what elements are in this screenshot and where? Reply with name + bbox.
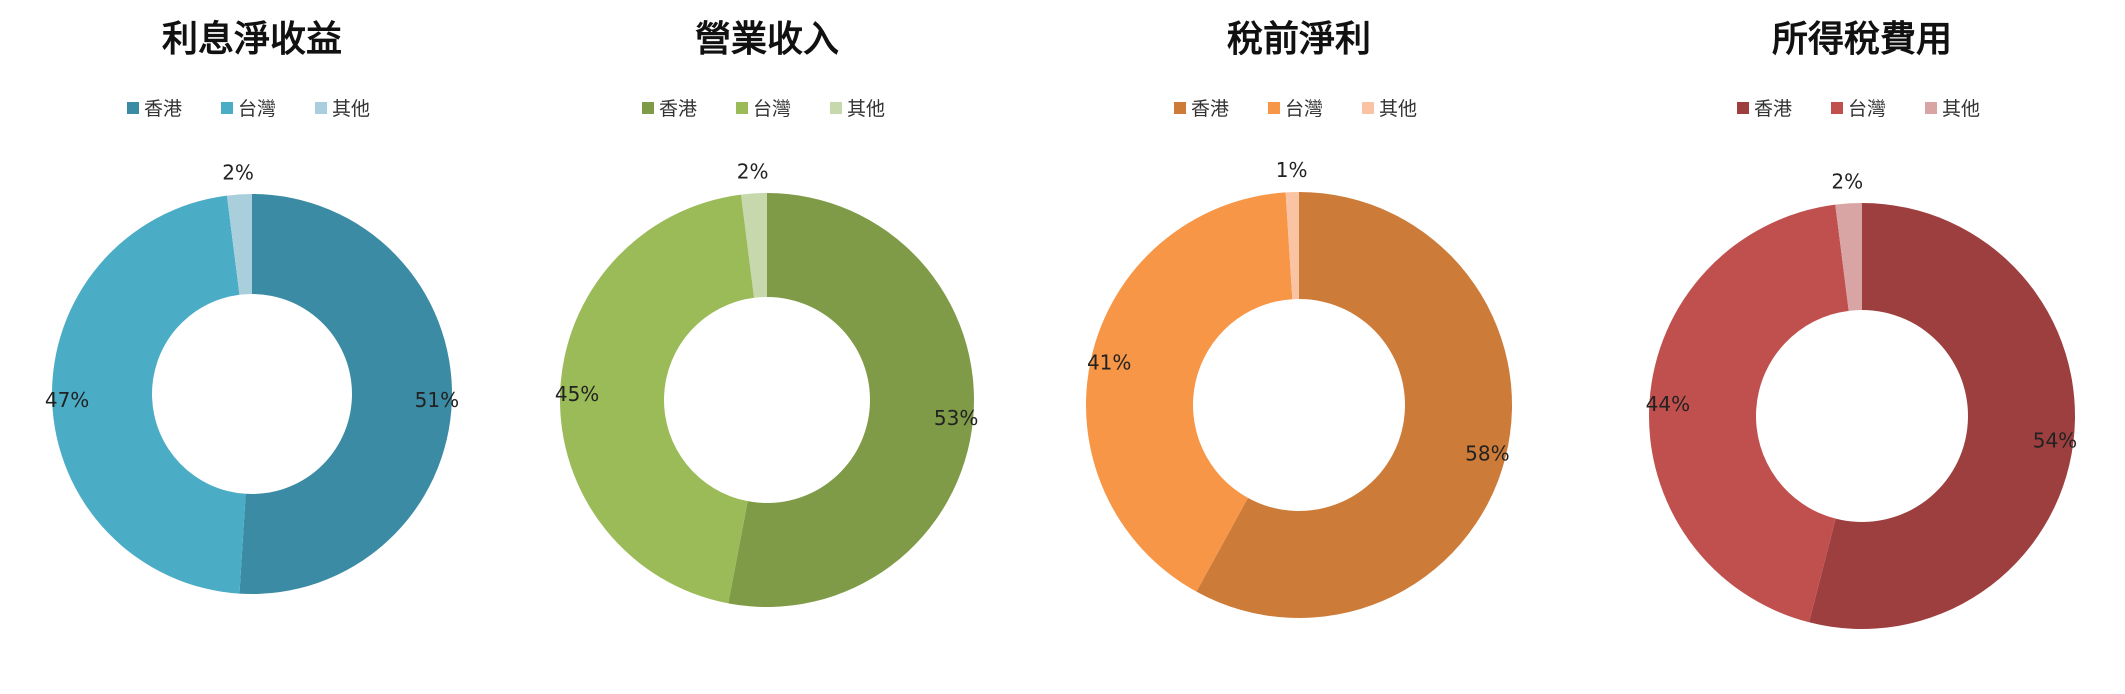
chart-title: 利息淨收益 (162, 19, 342, 60)
legend-label: 其他 (332, 98, 370, 120)
slice-taiwan (52, 195, 246, 594)
data-label-hongkong: 58% (1465, 441, 1509, 465)
legend-item-other: 其他 (1362, 98, 1417, 120)
legend-label: 台灣 (238, 98, 276, 120)
legend-swatch (1831, 102, 1843, 114)
legend-label: 其他 (1379, 98, 1417, 120)
data-label-taiwan: 41% (1087, 351, 1131, 375)
slice-hongkong (1196, 192, 1512, 618)
slice-other (226, 194, 252, 295)
legend-swatch (642, 102, 654, 114)
legend-label: 香港 (659, 98, 697, 120)
legend-label: 其他 (1942, 98, 1980, 120)
slice-other (741, 193, 767, 298)
legend-swatch (1362, 102, 1374, 114)
legend-label: 香港 (1191, 98, 1229, 120)
data-label-other: 2% (737, 159, 769, 183)
legend-item-hongkong: 香港 (642, 98, 697, 120)
legend-label: 台灣 (1848, 98, 1886, 120)
legend-swatch (1737, 102, 1749, 114)
legend-label: 香港 (1754, 98, 1792, 120)
legend-item-other: 其他 (315, 98, 370, 120)
slice-taiwan (560, 194, 755, 604)
legend-swatch (736, 102, 748, 114)
legend-item-taiwan: 台灣 (736, 98, 791, 120)
legend-item-taiwan: 台灣 (1831, 98, 1886, 120)
legend-swatch (830, 102, 842, 114)
legend: 香港 台灣 其他 (127, 98, 370, 120)
slice-hongkong (1809, 203, 2075, 629)
data-label-hongkong: 53% (934, 406, 978, 430)
legend: 香港 台灣 其他 (1174, 98, 1417, 120)
legend-swatch (315, 102, 327, 114)
data-label-other: 2% (222, 160, 254, 184)
chart-title: 稅前淨利 (1227, 19, 1371, 60)
data-label-taiwan: 45% (555, 382, 599, 406)
data-label-hongkong: 51% (415, 388, 459, 412)
chart-title: 營業收入 (695, 19, 839, 60)
legend-label: 台灣 (1285, 98, 1323, 120)
data-label-hongkong: 54% (2033, 428, 2077, 452)
donut-slices (1085, 192, 1512, 618)
legend: 香港 台灣 其他 (1737, 98, 1980, 120)
legend-label: 香港 (144, 98, 182, 120)
legend: 香港 台灣 其他 (642, 98, 885, 120)
chart-title: 所得稅費用 (1772, 19, 1952, 60)
slice-taiwan (1085, 192, 1293, 592)
legend-swatch (221, 102, 233, 114)
donut-slices (52, 194, 453, 595)
slice-other (1835, 203, 1862, 311)
slice-other (1285, 192, 1299, 300)
legend-swatch (1268, 102, 1280, 114)
slice-taiwan (1649, 204, 1849, 623)
legend-item-other: 其他 (1925, 98, 1980, 120)
data-label-other: 1% (1276, 158, 1308, 182)
legend-swatch (1925, 102, 1937, 114)
legend-item-taiwan: 台灣 (1268, 98, 1323, 120)
legend-swatch (1174, 102, 1186, 114)
slice-hongkong (239, 194, 453, 595)
legend-item-hongkong: 香港 (1737, 98, 1792, 120)
legend-label: 其他 (847, 98, 885, 120)
legend-item-taiwan: 台灣 (221, 98, 276, 120)
legend-item-hongkong: 香港 (1174, 98, 1229, 120)
data-label-taiwan: 44% (1646, 392, 1690, 416)
legend-item-hongkong: 香港 (127, 98, 182, 120)
legend-swatch (127, 102, 139, 114)
data-label-other: 2% (1831, 169, 1863, 193)
donut-slices (560, 193, 975, 607)
slice-hongkong (728, 193, 975, 607)
legend-label: 台灣 (753, 98, 791, 120)
data-label-taiwan: 47% (45, 388, 89, 412)
legend-item-other: 其他 (830, 98, 885, 120)
donut-slices (1649, 203, 2075, 629)
